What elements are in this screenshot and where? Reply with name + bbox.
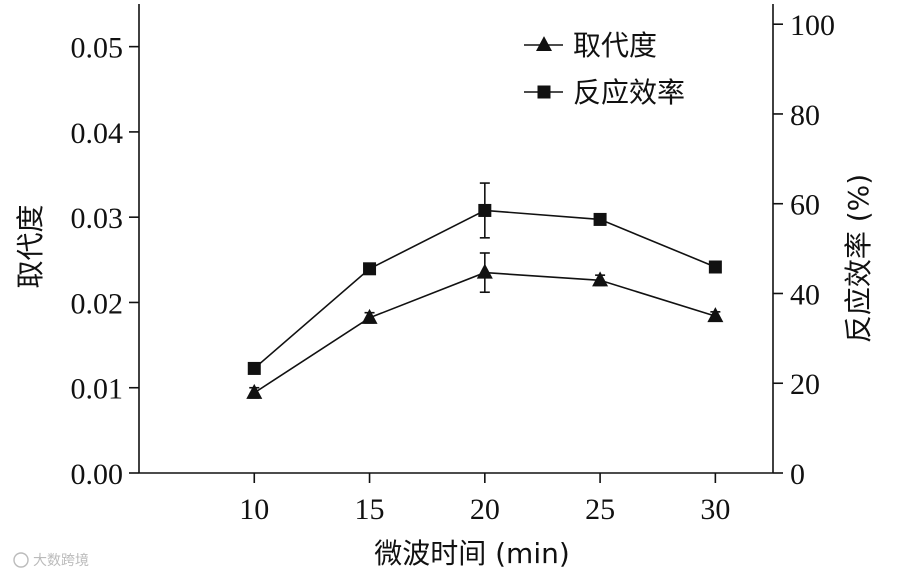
data-point-square (247, 361, 261, 375)
data-point-square (593, 212, 607, 226)
y-right-tick-label: 80 (790, 99, 820, 132)
data-point-triangle (707, 307, 724, 323)
series-substitution-degree (246, 252, 724, 399)
legend-item: 取代度 (524, 29, 657, 62)
data-point-triangle (592, 271, 609, 287)
y-axis-left-label: 取代度 (14, 204, 47, 288)
y-left-tick-label: 0.01 (71, 373, 124, 406)
data-point-square (363, 262, 377, 276)
x-tick-label: 20 (470, 493, 500, 526)
legend-label: 取代度 (573, 29, 657, 62)
legend-marker-triangle (536, 36, 552, 52)
x-tick-label: 30 (700, 493, 730, 526)
x-tick-label: 15 (355, 493, 385, 526)
data-point-triangle (361, 308, 378, 324)
x-tick-label: 10 (239, 493, 269, 526)
y-right-tick-label: 60 (790, 189, 820, 222)
y-left-tick-label: 0.05 (71, 32, 124, 65)
y-right-tick-label: 40 (790, 278, 820, 311)
y-axis-right-label: 反应效率 (%) (842, 174, 875, 343)
legend-item: 反应效率 (524, 76, 685, 109)
legend-label: 反应效率 (573, 76, 685, 109)
x-axis-label: 微波时间 (min) (374, 537, 570, 570)
data-point-square (708, 260, 722, 274)
axes (138, 4, 774, 474)
ticks: 10 15 20 25 30 0.00 0.01 0.02 0.03 0.04 0.05 0 20 40 6… (71, 9, 836, 526)
data-point-triangle (246, 383, 263, 399)
watermark: 大数跨境 (13, 552, 89, 569)
y-left-tick-label: 0.03 (71, 202, 124, 235)
y-left-tick-label: 0.04 (71, 117, 124, 150)
y-right-tick-label: 100 (790, 9, 835, 42)
y-right-tick-label: 0 (790, 458, 805, 491)
data-point-triangle (476, 263, 493, 279)
y-left-tick-label: 0.02 (71, 287, 124, 320)
series-layer (246, 182, 724, 399)
legend-marker-square (537, 85, 551, 99)
watermark-logo-icon (13, 552, 29, 568)
data-point-square (478, 203, 492, 217)
watermark-text: 大数跨境 (33, 553, 89, 569)
y-left-tick-label: 0.00 (71, 458, 124, 491)
series-reaction-efficiency (247, 182, 722, 375)
y-right-tick-label: 20 (790, 368, 820, 401)
x-tick-label: 25 (585, 493, 615, 526)
